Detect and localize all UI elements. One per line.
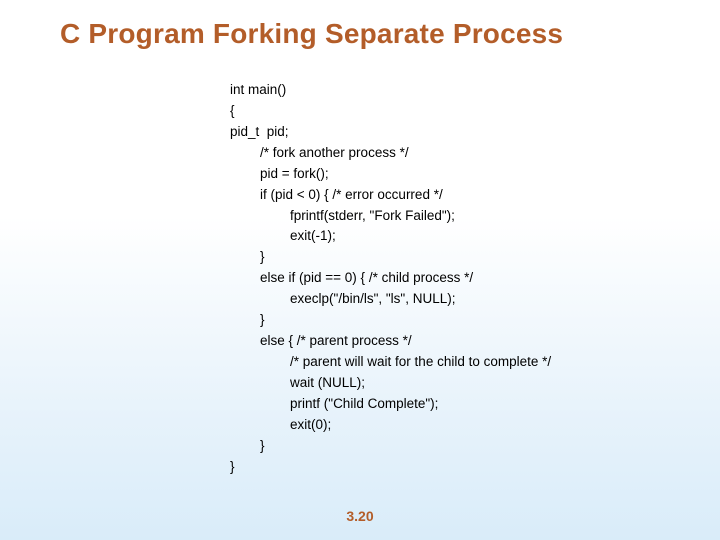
code-line: fprintf(stderr, "Fork Failed"); <box>230 208 455 223</box>
code-line: /* fork another process */ <box>230 145 409 160</box>
code-line: /* parent will wait for the child to com… <box>230 354 551 369</box>
code-line: } <box>230 438 265 453</box>
code-line: printf ("Child Complete"); <box>230 396 438 411</box>
code-line: else if (pid == 0) { /* child process */ <box>230 270 473 285</box>
code-line: execlp("/bin/ls", "ls", NULL); <box>230 291 455 306</box>
code-line: if (pid < 0) { /* error occurred */ <box>230 187 443 202</box>
code-line: exit(0); <box>230 417 331 432</box>
code-line: wait (NULL); <box>230 375 365 390</box>
code-line: } <box>230 459 235 474</box>
code-block: int main() { pid_t pid; /* fork another … <box>230 80 680 478</box>
slide: C Program Forking Separate Process int m… <box>0 0 720 540</box>
page-number: 3.20 <box>0 508 720 524</box>
code-line: } <box>230 312 265 327</box>
code-line: exit(-1); <box>230 228 336 243</box>
code-line: int main() <box>230 82 286 97</box>
code-line: } <box>230 249 265 264</box>
code-line: { <box>230 103 235 118</box>
code-line: else { /* parent process */ <box>230 333 412 348</box>
code-line: pid = fork(); <box>230 166 329 181</box>
slide-title: C Program Forking Separate Process <box>60 18 680 50</box>
code-line: pid_t pid; <box>230 124 289 139</box>
